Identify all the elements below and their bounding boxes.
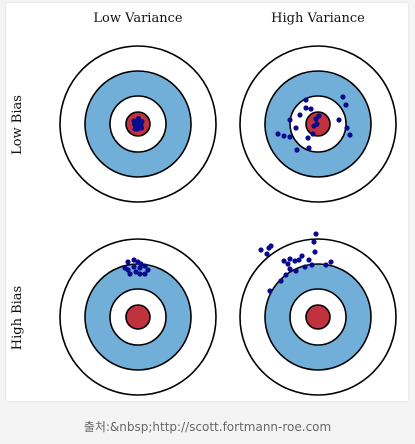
hit-dot [287,256,293,262]
hit-dot [139,118,145,125]
hit-dot [292,258,298,264]
hit-dot [287,266,293,272]
hit-dot [309,262,315,268]
hit-dot [125,267,131,273]
hit-dot [138,261,144,267]
hit-dot [340,94,346,100]
hit-dot [336,117,342,123]
bullseye [305,304,331,330]
hit-dot [303,105,309,111]
hit-dot [125,259,131,265]
hit-dot [323,262,329,268]
hit-dot [281,258,287,264]
hit-dot [311,239,317,245]
hit-dot [293,268,299,274]
hit-dot [343,102,349,108]
hit-dot [275,131,281,137]
hit-dot [137,265,143,271]
hit-dot [305,135,311,141]
column-label-high-variance: High Variance [271,11,365,26]
hit-dot [258,247,264,253]
hit-dot [306,257,312,263]
hit-dot [299,253,305,259]
hit-dot [310,131,316,137]
bias-variance-diagram: Low Variance High Variance Low Bias High… [10,11,397,396]
hit-dot [347,132,353,138]
hit-dot [314,121,320,127]
hit-dot [313,231,319,237]
hit-dot [293,125,299,131]
hit-dot [135,115,142,122]
hit-dot [344,125,350,131]
target-low-bias-low-variance [59,45,217,203]
hit-dot [297,112,303,118]
target-high-bias-high-variance [239,231,397,396]
hit-dot [145,267,151,273]
column-label-low-variance: Low Variance [93,11,182,26]
hit-dot [285,261,291,267]
hit-dot [316,113,322,119]
hit-dot [303,97,309,103]
hit-dot [267,288,273,294]
hit-dot [308,106,314,112]
row-label-low-bias: Low Bias [10,95,25,155]
source-caption: 출처:&nbsp;http://scott.fortmann-roe.com [83,420,332,434]
hit-dot [287,117,293,123]
bullseye [125,304,151,330]
hit-dot [312,249,318,255]
hit-dot [142,271,148,277]
figure-panel: Low Variance High Variance Low Bias High… [6,3,408,401]
hit-dot [131,257,137,263]
hit-dot [138,125,145,131]
hit-dot [131,264,137,270]
hit-dot [142,263,148,269]
hit-dot [137,271,143,277]
hit-dot [268,243,274,249]
hit-dot [283,272,289,278]
row-label-high-bias: High Bias [10,286,25,350]
hit-dot [294,147,300,153]
hit-dot [278,278,284,284]
hit-dot [306,145,312,151]
hit-dot [302,264,308,270]
hit-dot [281,133,287,139]
hit-dot [127,271,133,277]
hit-dot [264,251,270,257]
hit-dot [296,257,302,263]
hit-dot [133,269,139,275]
hit-dot [131,118,137,124]
target-low-bias-high-variance [239,45,397,203]
targets-layer [59,45,397,396]
hit-dot [287,134,293,140]
hit-dot [328,259,334,265]
hit-dot [132,126,138,132]
target-high-bias-low-variance [59,238,217,396]
